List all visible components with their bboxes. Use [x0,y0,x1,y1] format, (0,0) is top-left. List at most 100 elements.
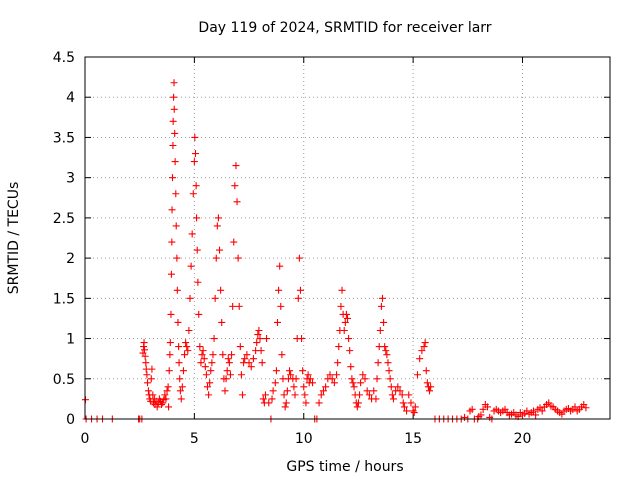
plot-frame [84,56,611,420]
x-tick-label: 10 [295,431,313,447]
data-point [173,286,181,294]
data-point [426,387,434,395]
data-point [230,238,238,246]
x-tick-label: 20 [514,431,532,447]
data-point [571,403,579,411]
data-point [148,365,156,373]
data-point [217,286,225,294]
data-point [300,383,308,391]
data-point [337,302,345,310]
data-point [147,375,155,383]
data-point [143,371,151,379]
data-point [255,327,263,335]
data-point [396,387,404,395]
data-point [142,359,150,367]
data-point [153,403,161,411]
y-tick-label: 2 [66,251,75,267]
data-point [257,347,265,355]
data-point [196,343,204,351]
y-tick-label: 3 [66,171,75,187]
data-point [223,367,231,375]
data-point [259,395,267,403]
data-point [168,206,176,214]
data-point [169,117,177,125]
data-point [225,359,233,367]
data-point [211,294,219,302]
data-point [302,399,310,407]
data-point [398,391,406,399]
data-point [407,399,415,407]
data-point [222,375,230,383]
data-point [221,387,229,395]
data-point [301,391,309,399]
data-point [179,367,187,375]
data-point [479,405,487,413]
data-point [319,387,327,395]
data-point [376,327,384,335]
data-point [333,371,341,379]
data-point [258,359,266,367]
data-point [322,383,330,391]
data-point [162,395,170,403]
data-point [243,351,251,359]
data-point [373,375,381,383]
data-point [290,383,298,391]
data-point [416,355,424,363]
data-point [219,351,227,359]
data-point [468,405,476,413]
data-point [167,310,175,318]
data-point [171,129,179,137]
y-tick-label: 4.5 [53,50,75,66]
data-point [409,407,417,415]
data-point [394,383,402,391]
data-point [385,367,393,375]
data-point [149,391,157,399]
data-point [271,379,279,387]
data-point [144,379,152,387]
data-point [201,363,209,371]
data-point [161,391,169,399]
data-point [209,351,217,359]
data-point [163,387,171,395]
data-point [141,346,148,354]
data-point [269,387,277,395]
data-point [170,93,178,101]
data-point [335,343,343,351]
data-point [254,331,262,339]
data-point [172,222,180,230]
data-point [235,302,243,310]
data-point [169,174,176,182]
data-point [377,302,385,310]
data-point [349,379,357,387]
y-tick-label: 3.5 [53,130,75,146]
data-point [421,339,429,347]
data-point [298,335,306,343]
data-point [365,391,373,399]
data-point [177,395,185,403]
data-point [205,391,213,399]
data-point [309,379,316,387]
data-point [370,387,378,395]
data-point [399,399,407,407]
data-point [295,254,303,262]
y-tick-label: 2.5 [53,211,75,227]
data-point [372,395,380,403]
data-point [272,367,280,375]
data-point [387,383,395,391]
data-point [344,314,351,322]
data-point [294,294,302,302]
data-point [229,302,237,310]
data-point [191,150,199,158]
data-point [538,407,546,415]
data-point [204,383,211,391]
y-tick-label: 1 [66,332,75,348]
data-point [167,270,175,278]
data-point [280,391,288,399]
data-point [198,351,206,359]
data-point [347,363,355,371]
data-point [384,359,392,367]
data-point [171,158,179,166]
data-point [263,335,271,343]
data-point [194,278,202,286]
data-point [187,262,195,270]
